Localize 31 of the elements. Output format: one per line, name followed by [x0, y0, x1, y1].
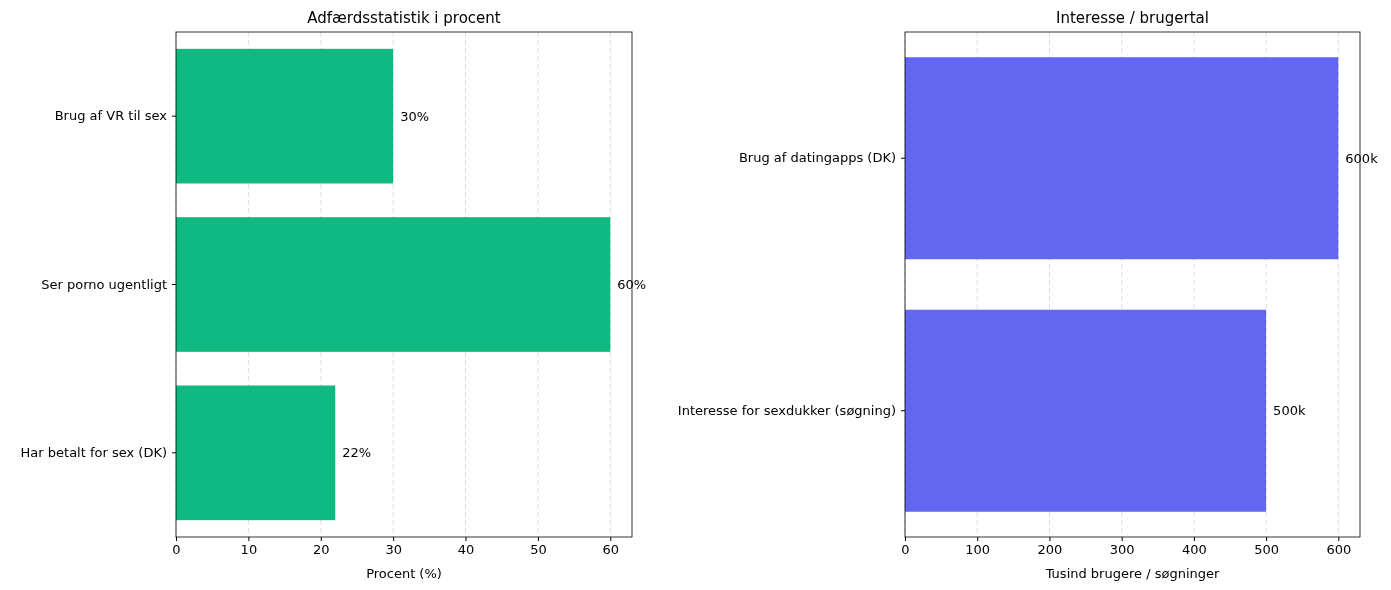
- chart-title: Interesse / brugertal: [1056, 9, 1209, 27]
- data-label: 30%: [400, 108, 430, 124]
- bar: [176, 385, 336, 521]
- x-tick-label: 60: [602, 542, 620, 558]
- bar: [176, 217, 611, 352]
- y-tick-label: Brug af VR til sex: [54, 108, 168, 124]
- y-tick-label: Ser porno ugentligt: [41, 276, 167, 292]
- data-label: 500k: [1273, 403, 1306, 419]
- x-tick-label: 200: [1037, 542, 1063, 558]
- bar: [176, 48, 394, 184]
- x-tick-label: 300: [1109, 542, 1135, 558]
- x-tick-label: 0: [901, 542, 910, 558]
- x-tick-label: 0: [172, 542, 181, 558]
- x-tick-label: 40: [457, 542, 475, 558]
- data-label: 22%: [342, 445, 372, 461]
- x-tick-label: 400: [1181, 542, 1207, 558]
- data-label: 600k: [1345, 150, 1379, 166]
- y-tick-label: Brug af datingapps (DK): [738, 150, 896, 166]
- y-tick-label: Har betalt for sex (DK): [20, 444, 167, 460]
- x-tick-label: 500: [1254, 542, 1280, 558]
- x-tick-label: 100: [965, 542, 991, 558]
- chart-title: Adfærdsstatistik i procent: [307, 9, 501, 27]
- x-axis-title: Procent (%): [366, 566, 442, 581]
- y-tick-label: Interesse for sexdukker (søgning): [677, 402, 896, 418]
- x-tick-label: 600: [1326, 542, 1352, 558]
- data-label: 60%: [617, 277, 647, 293]
- x-tick-label: 20: [312, 542, 330, 558]
- x-tick-label: 30: [385, 542, 402, 558]
- x-tick-label: 10: [240, 542, 258, 558]
- x-tick-label: 50: [530, 542, 547, 558]
- x-axis-title: Tusind brugere / søgninger: [1044, 566, 1220, 581]
